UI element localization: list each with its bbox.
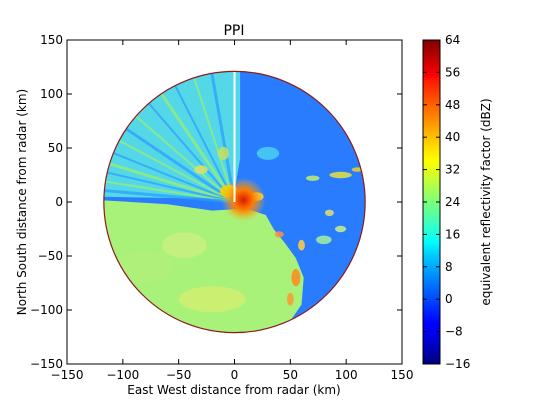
x-tick-label: 100: [335, 368, 358, 382]
beam-rays: [103, 71, 236, 204]
colorbar-tick-label: 32: [445, 163, 460, 177]
beam-ray: [209, 71, 236, 203]
beam-ray: [156, 87, 236, 203]
colorbar-tick-label: 8: [445, 260, 453, 274]
colorbar-tick-label: 16: [445, 227, 460, 241]
colorbar-tick-label: 64: [445, 33, 460, 47]
echo-cell: [178, 286, 246, 313]
y-axis-label: North South distance from radar (km): [15, 89, 29, 315]
x-tick-label: 150: [391, 368, 414, 382]
beam-ray: [119, 124, 236, 204]
colorbar-tick-label: 56: [445, 65, 460, 79]
y-tick-label: 150: [40, 33, 63, 47]
echo-cell: [117, 250, 174, 283]
colorbar-tick-label: −16: [445, 357, 470, 371]
colorbar-tick-label: 0: [445, 292, 453, 306]
beam-ray: [103, 188, 235, 204]
echo-cell: [329, 171, 352, 179]
x-axis-ticks: −150 −100 −50 0 50 100 150: [51, 40, 414, 382]
y-tick-label: 100: [40, 87, 63, 101]
colorbar-tick-label: 48: [445, 98, 460, 112]
echo-cell: [335, 225, 347, 233]
beam-ray: [103, 179, 235, 203]
echo-cell: [291, 269, 301, 287]
beam-ray: [191, 71, 236, 203]
range-ring: [103, 70, 366, 334]
y-axis-ticks: −150 −100 −50 0 50 100 150: [30, 33, 402, 371]
y-tick-label: 50: [48, 141, 63, 155]
plot-area: −150 −100 −50 0 50 100 150 −150 −100 −50 0 50 100 15…: [30, 33, 413, 382]
beam-ray: [106, 149, 235, 203]
y-tick-label: −100: [30, 303, 63, 317]
x-tick-label: 50: [283, 368, 298, 382]
x-tick-label: −150: [51, 368, 84, 382]
colorbar-ticks: −16 −8 0 8 16 24 32 40 48 56 64: [423, 33, 470, 371]
y-tick-label: −50: [38, 249, 63, 263]
beam-ray: [143, 97, 236, 203]
x-axis-label: East West distance from radar (km): [127, 383, 340, 397]
colorbar-tick-label: 40: [445, 130, 460, 144]
x-tick-label: −100: [106, 368, 139, 382]
echo-cell: [324, 209, 334, 216]
x-tick-label: 0: [231, 368, 239, 382]
x-tick-label: −50: [166, 368, 191, 382]
beam-ray: [103, 160, 235, 204]
beam-ray: [103, 170, 235, 203]
echo-cell: [306, 175, 320, 181]
echo-cell: [316, 235, 332, 245]
echo-cell: [351, 167, 363, 172]
colorbar: −16 −8 0 8 16 24 32 40 48 56 64 equivalent reflect…: [422, 33, 493, 371]
colorbar-tick-label: −8: [445, 325, 463, 339]
y-tick-label: 0: [55, 195, 63, 209]
echo-cell: [162, 232, 207, 259]
echo-cell: [256, 146, 280, 160]
echo-cell: [286, 292, 294, 306]
beam-ray: [130, 111, 236, 203]
echo-cell: [194, 165, 208, 174]
beam-ray: [171, 79, 236, 203]
y-tick-label: −150: [30, 357, 63, 371]
echo-cell: [217, 146, 229, 160]
echo-cell: [274, 231, 284, 238]
echo-cell: [298, 239, 305, 251]
beam-ray: [112, 136, 235, 203]
colorbar-tick-label: 24: [445, 195, 460, 209]
chart-title: PPI: [223, 23, 244, 39]
near-radar-echo-core: [221, 177, 266, 222]
colorbar-label: equivalent reflectivity factor (dBZ): [479, 98, 493, 305]
